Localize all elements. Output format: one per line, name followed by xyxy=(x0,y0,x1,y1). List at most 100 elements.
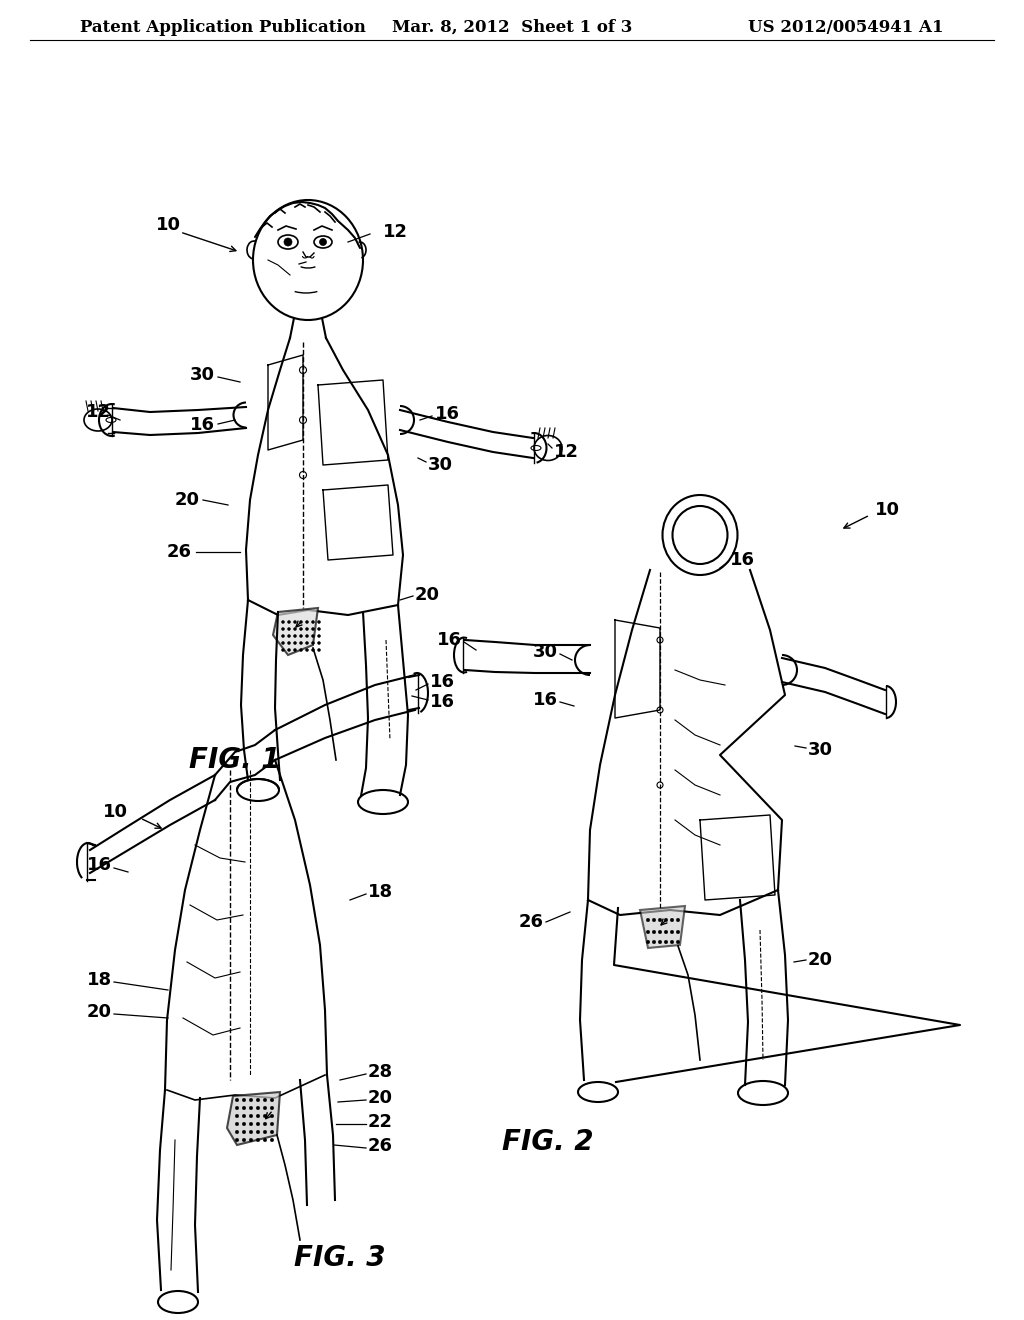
Ellipse shape xyxy=(305,620,308,623)
Ellipse shape xyxy=(671,919,674,921)
Polygon shape xyxy=(640,906,685,948)
Ellipse shape xyxy=(263,1130,266,1134)
Text: 16: 16 xyxy=(430,693,455,711)
Ellipse shape xyxy=(299,635,302,638)
Text: 30: 30 xyxy=(428,455,453,474)
Ellipse shape xyxy=(236,1122,239,1126)
Text: FIG. 3: FIG. 3 xyxy=(294,1243,386,1272)
Ellipse shape xyxy=(652,940,655,944)
Text: FIG. 1: FIG. 1 xyxy=(189,746,281,774)
Text: 20: 20 xyxy=(87,1003,112,1020)
Ellipse shape xyxy=(256,1130,260,1134)
Ellipse shape xyxy=(256,1138,260,1142)
Ellipse shape xyxy=(236,1106,239,1110)
Ellipse shape xyxy=(249,1130,253,1134)
Ellipse shape xyxy=(311,642,314,644)
Text: 18: 18 xyxy=(368,883,393,902)
Text: 28: 28 xyxy=(368,1063,393,1081)
Text: Mar. 8, 2012  Sheet 1 of 3: Mar. 8, 2012 Sheet 1 of 3 xyxy=(392,18,632,36)
Text: Patent Application Publication: Patent Application Publication xyxy=(80,18,366,36)
Ellipse shape xyxy=(305,642,308,644)
Polygon shape xyxy=(273,609,318,655)
Ellipse shape xyxy=(288,648,291,652)
Text: 20: 20 xyxy=(808,950,833,969)
Text: 16: 16 xyxy=(534,690,558,709)
Ellipse shape xyxy=(665,940,668,944)
Ellipse shape xyxy=(305,648,308,652)
Ellipse shape xyxy=(317,648,321,652)
Ellipse shape xyxy=(263,1106,266,1110)
Ellipse shape xyxy=(270,1106,273,1110)
Text: 16: 16 xyxy=(437,631,462,649)
Ellipse shape xyxy=(236,1138,239,1142)
Ellipse shape xyxy=(256,1122,260,1126)
Ellipse shape xyxy=(652,931,655,933)
Ellipse shape xyxy=(282,620,285,623)
Text: 12: 12 xyxy=(554,444,579,461)
Ellipse shape xyxy=(236,1098,239,1102)
Ellipse shape xyxy=(282,627,285,631)
Polygon shape xyxy=(227,1092,280,1144)
Ellipse shape xyxy=(263,1122,266,1126)
Text: 30: 30 xyxy=(190,366,215,384)
Text: 16: 16 xyxy=(87,855,112,874)
Text: 30: 30 xyxy=(808,741,833,759)
Ellipse shape xyxy=(294,642,297,644)
Ellipse shape xyxy=(249,1114,253,1118)
Ellipse shape xyxy=(676,919,680,921)
Ellipse shape xyxy=(249,1106,253,1110)
Ellipse shape xyxy=(270,1114,273,1118)
Ellipse shape xyxy=(676,940,680,944)
Ellipse shape xyxy=(658,931,662,933)
Text: 18: 18 xyxy=(87,972,112,989)
Ellipse shape xyxy=(243,1130,246,1134)
Ellipse shape xyxy=(282,642,285,644)
Ellipse shape xyxy=(249,1138,253,1142)
Ellipse shape xyxy=(256,1106,260,1110)
Ellipse shape xyxy=(243,1098,246,1102)
Text: 10: 10 xyxy=(103,803,128,821)
Text: 12: 12 xyxy=(383,223,408,242)
Ellipse shape xyxy=(284,238,292,246)
Ellipse shape xyxy=(282,648,285,652)
Text: 16: 16 xyxy=(430,673,455,690)
Ellipse shape xyxy=(249,1098,253,1102)
Text: 12: 12 xyxy=(85,403,111,421)
Ellipse shape xyxy=(658,919,662,921)
Ellipse shape xyxy=(294,627,297,631)
Text: 30: 30 xyxy=(534,643,558,661)
Ellipse shape xyxy=(299,648,302,652)
Text: 26: 26 xyxy=(519,913,544,931)
Ellipse shape xyxy=(317,635,321,638)
Ellipse shape xyxy=(288,620,291,623)
Ellipse shape xyxy=(665,919,668,921)
Ellipse shape xyxy=(282,635,285,638)
Ellipse shape xyxy=(311,635,314,638)
Text: FIG. 2: FIG. 2 xyxy=(502,1129,594,1156)
Ellipse shape xyxy=(305,635,308,638)
Ellipse shape xyxy=(652,919,655,921)
Ellipse shape xyxy=(249,1122,253,1126)
Ellipse shape xyxy=(311,627,314,631)
Ellipse shape xyxy=(243,1114,246,1118)
Ellipse shape xyxy=(288,627,291,631)
Ellipse shape xyxy=(263,1098,266,1102)
Ellipse shape xyxy=(319,239,327,246)
Ellipse shape xyxy=(299,627,302,631)
Ellipse shape xyxy=(299,620,302,623)
Ellipse shape xyxy=(294,620,297,623)
Ellipse shape xyxy=(243,1106,246,1110)
Ellipse shape xyxy=(317,627,321,631)
Text: 16: 16 xyxy=(435,405,460,422)
Ellipse shape xyxy=(671,940,674,944)
Ellipse shape xyxy=(270,1130,273,1134)
Ellipse shape xyxy=(311,620,314,623)
Ellipse shape xyxy=(311,648,314,652)
Ellipse shape xyxy=(658,940,662,944)
Ellipse shape xyxy=(263,1138,266,1142)
Ellipse shape xyxy=(263,1114,266,1118)
Text: 10: 10 xyxy=(874,502,900,519)
Ellipse shape xyxy=(294,648,297,652)
Text: 26: 26 xyxy=(167,543,193,561)
Ellipse shape xyxy=(294,635,297,638)
